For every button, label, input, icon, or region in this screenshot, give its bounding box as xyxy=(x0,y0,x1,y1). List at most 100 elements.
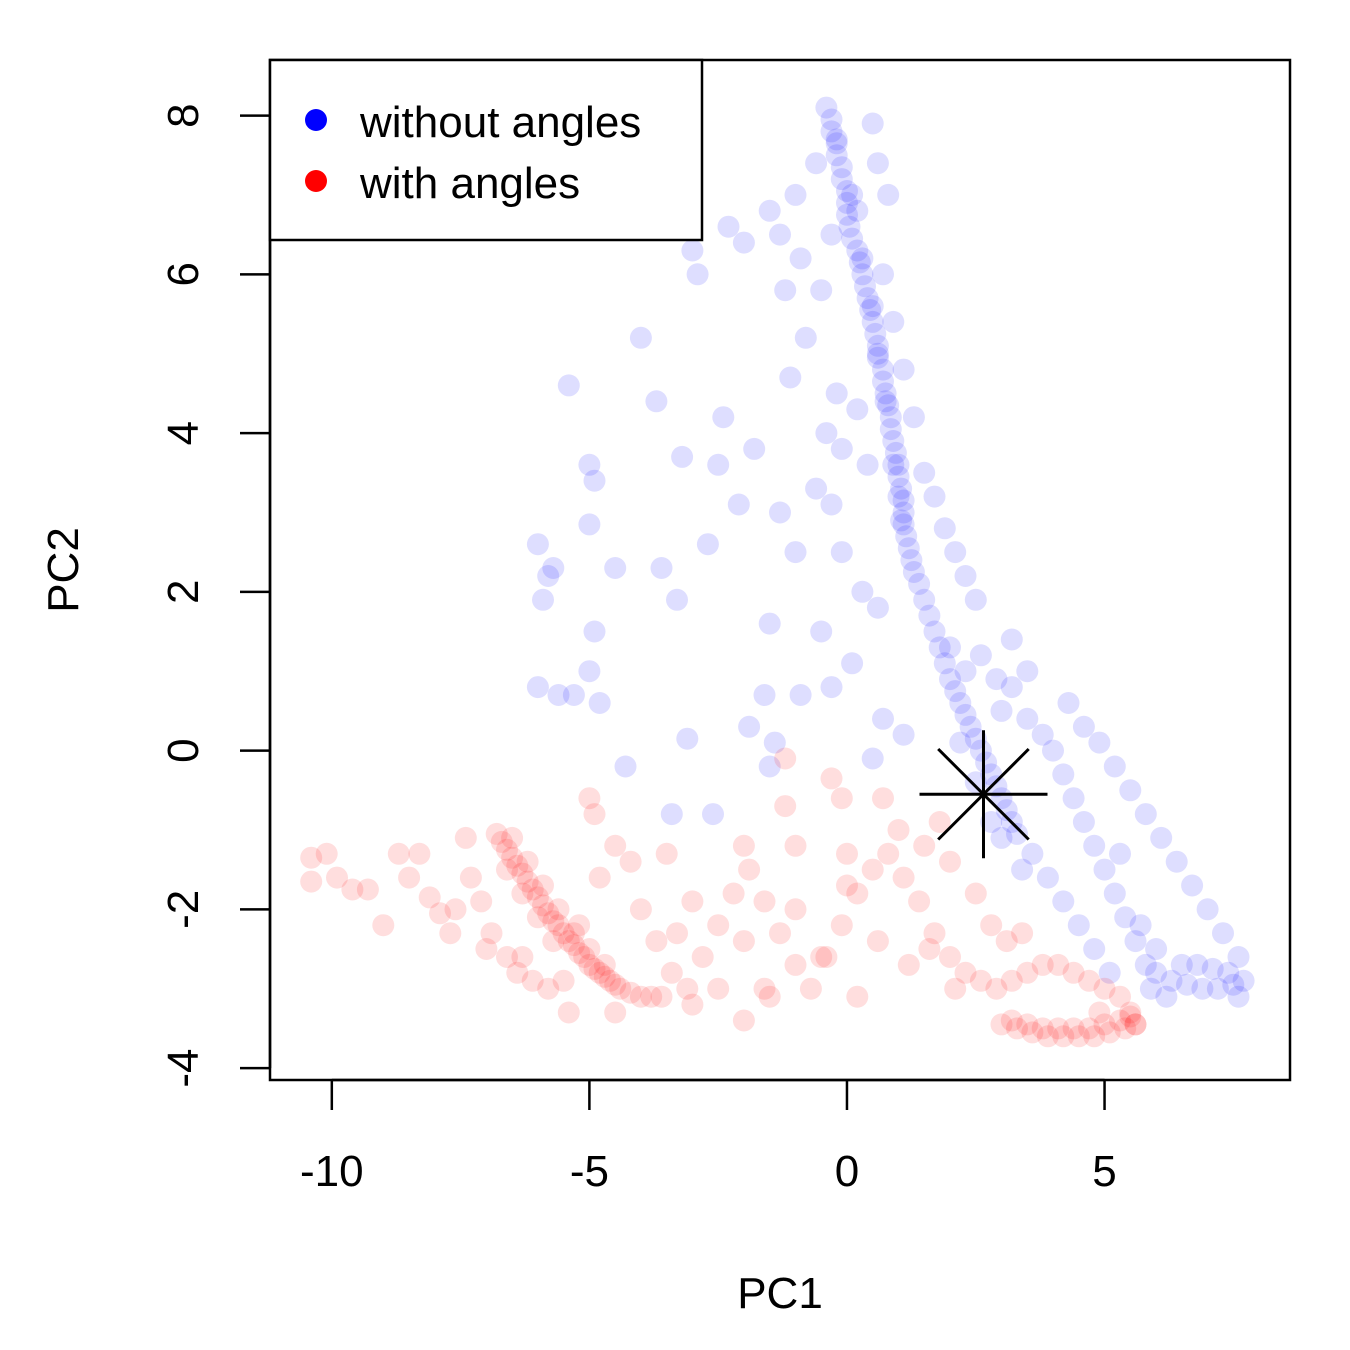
data-point xyxy=(774,747,797,770)
y-axis: -4 -2 0 2 4 6 8 xyxy=(159,103,272,1088)
data-point xyxy=(913,834,936,857)
data-point xyxy=(794,326,817,349)
data-point xyxy=(841,652,864,675)
data-point xyxy=(1134,803,1157,826)
y-tick-label: 6 xyxy=(159,262,208,286)
data-point xyxy=(779,366,802,389)
data-point xyxy=(949,692,972,714)
data-point xyxy=(1165,850,1188,873)
data-point xyxy=(1052,1025,1075,1048)
data-point xyxy=(738,715,761,738)
data-point xyxy=(1103,755,1126,778)
data-point xyxy=(511,862,534,885)
data-point xyxy=(609,977,632,1000)
data-point xyxy=(887,485,910,508)
data-point xyxy=(1119,779,1142,802)
data-point xyxy=(879,418,902,441)
data-point xyxy=(568,914,591,937)
data-point xyxy=(969,644,992,667)
data-point xyxy=(954,660,977,683)
asterisk-stroke xyxy=(937,747,1030,841)
data-point xyxy=(1109,842,1131,865)
data-point xyxy=(588,866,611,889)
data-point xyxy=(846,985,869,1008)
data-point xyxy=(418,886,441,909)
data-point xyxy=(593,953,616,976)
data-point xyxy=(532,894,554,917)
data-point xyxy=(902,406,925,429)
data-point xyxy=(923,485,946,508)
data-point xyxy=(980,811,1003,833)
data-point xyxy=(1124,930,1147,953)
data-point xyxy=(1093,977,1116,1000)
data-point xyxy=(902,561,925,583)
data-point xyxy=(897,953,920,976)
data-point xyxy=(408,842,431,865)
data-point xyxy=(887,465,910,488)
data-point xyxy=(892,866,915,889)
data-point xyxy=(1047,1017,1070,1040)
data-point xyxy=(660,803,683,826)
data-point xyxy=(516,870,539,893)
data-point xyxy=(1011,922,1034,945)
data-point xyxy=(810,946,833,968)
data-point xyxy=(820,108,843,131)
data-point xyxy=(753,977,776,1000)
data-point xyxy=(547,684,570,706)
legend-swatch-without-angles xyxy=(305,109,327,131)
data-point xyxy=(897,537,920,560)
data-point xyxy=(861,310,884,333)
data-point xyxy=(475,938,498,960)
data-point xyxy=(954,961,977,984)
data-point xyxy=(506,961,529,984)
data-point xyxy=(671,445,694,468)
data-point xyxy=(980,914,1003,937)
data-point xyxy=(459,866,482,889)
data-point xyxy=(820,120,843,143)
data-point xyxy=(1114,906,1137,929)
data-point xyxy=(969,969,992,992)
data-point xyxy=(1072,715,1095,738)
data-point xyxy=(825,128,848,151)
data-point xyxy=(928,811,951,833)
data-point xyxy=(900,549,923,572)
data-point xyxy=(892,358,915,381)
data-point xyxy=(820,676,843,699)
y-tick-label: 4 xyxy=(159,421,208,445)
data-point xyxy=(890,509,913,532)
data-point xyxy=(884,441,907,464)
data-point xyxy=(480,922,503,945)
data-point xyxy=(784,834,807,857)
data-point xyxy=(879,406,902,429)
data-point xyxy=(454,826,477,849)
data-point xyxy=(882,430,905,452)
data-point xyxy=(537,565,560,587)
data-point xyxy=(521,969,544,992)
data-point xyxy=(841,227,864,250)
data-point xyxy=(861,295,884,318)
data-point xyxy=(758,985,781,1008)
data-point xyxy=(830,437,853,460)
data-point xyxy=(872,370,894,393)
reference-marker xyxy=(919,730,1048,859)
data-point xyxy=(866,342,889,365)
data-point xyxy=(387,842,410,865)
data-point xyxy=(506,854,529,877)
data-point xyxy=(877,394,900,417)
data-point xyxy=(666,922,688,945)
data-point xyxy=(851,580,874,603)
data-point xyxy=(846,398,869,421)
legend-box xyxy=(268,58,704,242)
data-point xyxy=(805,477,828,500)
data-point xyxy=(882,453,905,476)
data-point xyxy=(727,493,750,516)
data-point xyxy=(887,819,910,841)
data-point xyxy=(1139,977,1162,1000)
data-point xyxy=(1047,953,1070,976)
data-point xyxy=(1057,692,1080,714)
legend-swatch-with-angles xyxy=(305,170,327,192)
data-point xyxy=(1145,938,1168,960)
data-point xyxy=(650,985,673,1008)
data-point xyxy=(1150,826,1173,849)
data-point xyxy=(874,390,897,413)
